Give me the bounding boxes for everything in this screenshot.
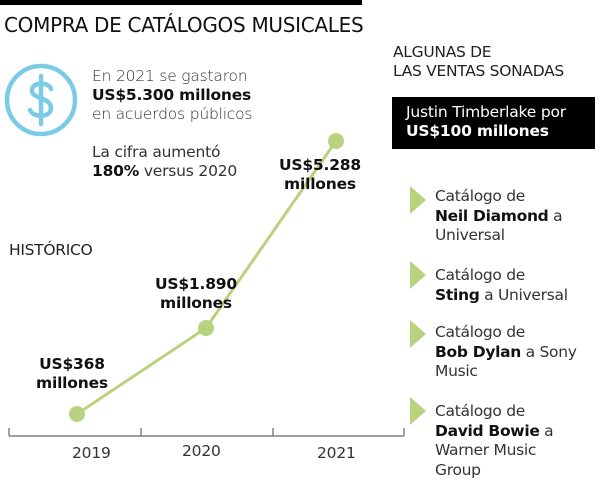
sale-item: Catálogo de Neil Diamond a Universal — [435, 187, 563, 244]
data-point-2019 — [69, 406, 85, 422]
bullet-triangle-icon — [410, 261, 426, 289]
growth-line: La cifra aumentó — [92, 143, 221, 161]
data-point-2021 — [328, 133, 344, 149]
intro-line: en acuerdos públicos — [92, 105, 253, 123]
dollar-circle-icon — [4, 63, 78, 137]
highlight-sale-box: Justin Timberlake por US$100 millones — [392, 97, 595, 149]
x-tick-2021: 2021 — [317, 444, 356, 462]
sale-item: Catálogo de Bob Dylan a Sony Music — [435, 323, 577, 380]
x-axis — [8, 428, 405, 437]
data-label-2020: US$1.890 millones — [155, 275, 237, 312]
data-label-2019: US$368 millones — [36, 355, 108, 392]
x-tick-2019: 2019 — [72, 444, 111, 462]
sale-item: Catálogo de David Bowie a Warner Music G… — [435, 402, 554, 479]
data-label-2021: US$5.288 millones — [279, 156, 361, 193]
chart-title: HISTÓRICO — [9, 241, 93, 259]
bullet-triangle-icon — [410, 397, 426, 425]
data-point-2020 — [198, 320, 214, 336]
bullet-triangle-icon — [410, 320, 426, 348]
page-title: COMPRA DE CATÁLOGOS MUSICALES — [4, 13, 364, 37]
total-spent: US$5.300 millones — [92, 86, 252, 104]
sidebar-heading: ALGUNAS DE LAS VENTAS SONADAS — [393, 43, 564, 80]
top-rule — [0, 0, 362, 5]
highlight-amount: US$100 millones — [406, 122, 549, 140]
highlight-line: Justin Timberlake por — [406, 103, 566, 121]
growth-text: La cifra aumentó 180% versus 2020 — [92, 143, 237, 181]
growth-line-rest: versus 2020 — [139, 162, 238, 180]
intro-line: En 2021 se gastaron — [92, 67, 248, 85]
sale-item: Catálogo de Sting a Universal — [435, 266, 568, 304]
x-tick-2020: 2020 — [182, 442, 221, 460]
bullet-triangle-icon — [410, 186, 426, 214]
growth-percent: 180% — [92, 162, 140, 180]
intro-text: En 2021 se gastaron US$5.300 millones en… — [92, 67, 252, 124]
